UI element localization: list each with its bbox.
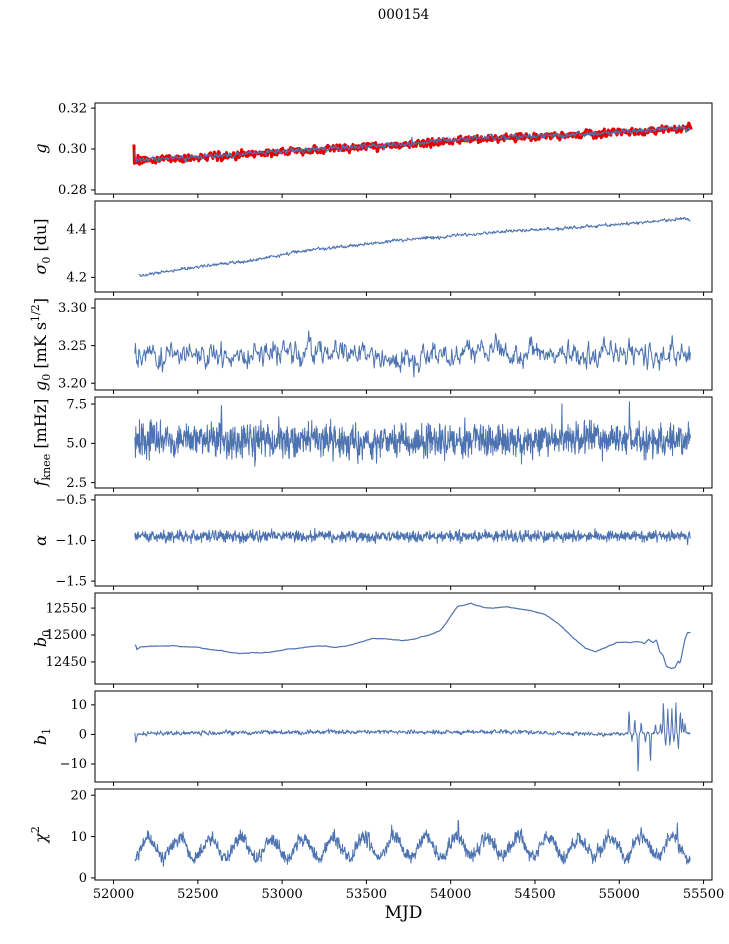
panel-chi2: 0 10 20 52000 52500 53000 53500 54000 54500 55000…: [29, 788, 724, 902]
y-axis-label: g: [31, 143, 50, 153]
y-tick-label: 3.30: [58, 301, 87, 316]
y-tick-label: −1.0: [55, 534, 87, 549]
y-axis-label: b1: [31, 728, 53, 745]
y-tick-label: 0: [79, 728, 87, 743]
y-tick-label: 10: [70, 830, 87, 845]
axes-frame: [94, 200, 713, 293]
y-tick-label: −0.5: [55, 493, 87, 508]
y-tick-label: −1.5: [55, 574, 87, 589]
x-tick-label: 53500: [346, 887, 387, 902]
y-tick-label: 12450: [46, 655, 87, 670]
y-axis-label: σ0 [du]: [31, 218, 53, 274]
panel-g: 0.28 0.30 0.32 g: [31, 101, 713, 198]
x-tick-label: 54000: [430, 887, 471, 902]
y-tick-label: 20: [70, 788, 87, 803]
y-tick-label: 3.20: [58, 376, 87, 391]
y-tick-label: −10: [60, 757, 87, 772]
series-alpha: [134, 527, 691, 546]
y-axis-label: fknee [mHz]: [31, 399, 53, 488]
x-tick-label: 54500: [514, 887, 555, 902]
y-tick-label: 12550: [46, 601, 87, 616]
x-tick-label: 52500: [177, 887, 218, 902]
y-tick-label: 0.28: [58, 183, 87, 198]
y-tick-label: 4.2: [66, 271, 87, 286]
series-chi2: [134, 819, 691, 867]
y-tick-label: 3.25: [58, 339, 87, 354]
series-b0: [134, 602, 691, 670]
series-fknee: [134, 401, 691, 467]
axes-frame: [94, 592, 713, 685]
y-axis-label: b0: [31, 630, 53, 647]
y-tick-label: 10: [70, 698, 87, 713]
y-axis-label: α: [31, 535, 50, 546]
series-g0: [134, 330, 691, 378]
y-tick-label: 0.30: [58, 142, 87, 157]
y-tick-label: 5.0: [66, 437, 87, 452]
panel-sigma0: 4.2 4.4 σ0 [du]: [31, 200, 713, 296]
series-g-measured-blue: [134, 124, 691, 163]
x-axis-label: MJD: [384, 903, 423, 923]
y-axis-label: χ2: [29, 826, 50, 844]
panel-alpha: −1.5 −1.0 −0.5 α: [31, 493, 713, 590]
y-axis-label: g0 [mK s1/2]: [29, 298, 53, 391]
y-tick-label: 12500: [46, 628, 87, 643]
x-tick-label: 55500: [683, 887, 724, 902]
y-tick-label: 2.5: [66, 476, 87, 491]
series-b1: [134, 702, 691, 772]
y-tick-label: 0: [79, 871, 87, 886]
panel-b1: −10 0 10 b1: [31, 690, 713, 786]
y-tick-label: 4.4: [66, 223, 87, 238]
axes-frame: [94, 690, 713, 783]
figure-title: 000154: [377, 7, 430, 23]
panel-g0: 3.20 3.25 3.30 g0 [mK s1/2]: [29, 298, 713, 394]
x-tick-label: 55000: [599, 887, 640, 902]
axes-frame: [94, 298, 713, 391]
y-tick-label: 0.32: [58, 101, 87, 116]
series-sigma0: [138, 216, 691, 278]
axes-frame: [94, 788, 713, 881]
x-tick-label: 52000: [93, 887, 134, 902]
axes-frame: [94, 102, 713, 195]
x-tick-label: 53000: [261, 887, 302, 902]
panel-b0: 12450 12500 12550 b0: [31, 592, 713, 688]
axes-frame: [94, 396, 713, 489]
y-tick-label: 7.5: [66, 397, 87, 412]
panel-fknee: 2.5 5.0 7.5 fknee [mHz]: [31, 396, 713, 492]
